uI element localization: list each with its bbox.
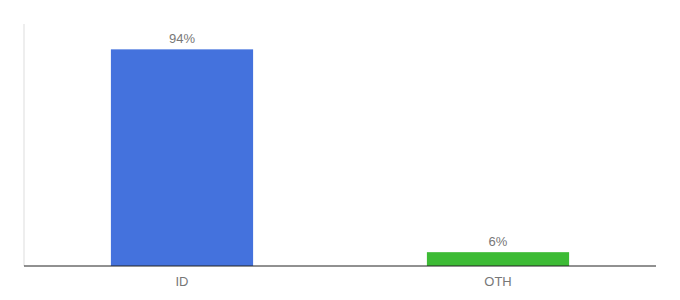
x-tick-label: OTH — [484, 274, 511, 289]
data-labels: 94% 6% — [169, 31, 508, 249]
bar — [427, 252, 569, 266]
x-axis-line — [24, 266, 656, 267]
bars — [111, 49, 569, 266]
chart-svg: 94% 6% ID OTH — [0, 0, 680, 300]
y-axis-line — [24, 24, 25, 266]
x-tick-label: ID — [176, 274, 189, 289]
x-tick-labels: ID OTH — [176, 274, 512, 289]
data-label: 6% — [489, 234, 508, 249]
chart-container: 94% 6% ID OTH — [0, 0, 680, 300]
data-label: 94% — [169, 31, 195, 46]
bar — [111, 49, 253, 266]
